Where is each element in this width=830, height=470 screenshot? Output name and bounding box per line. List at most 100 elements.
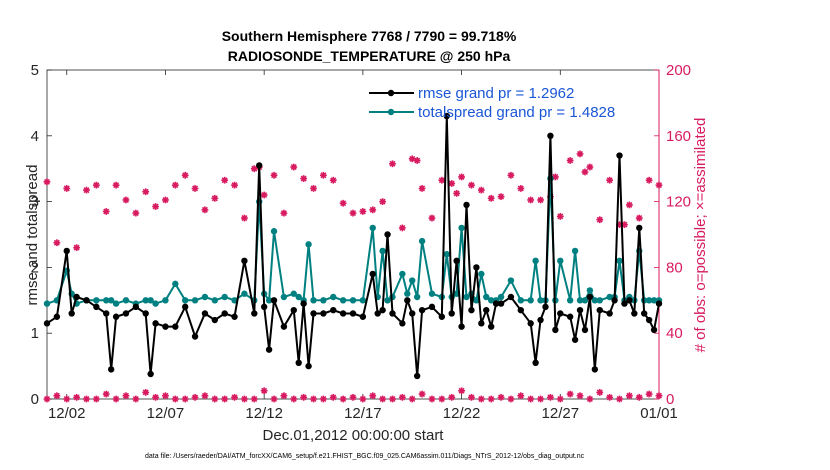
obs-possible-point [379,198,387,205]
rmse-point [517,306,525,314]
totalspread-point [369,224,376,232]
obs-possible-point [438,176,446,184]
totalspread-point [359,297,367,304]
obs-possible-point [453,189,461,197]
obs-possible-point [635,214,643,222]
y-right-tick-label: 0 [666,391,674,408]
rmse-point [636,224,643,232]
obs-possible-point [581,168,589,176]
obs-possible-point [300,175,308,182]
obs-assimilated-point [339,395,347,403]
rmse-point [473,264,480,271]
totalspread-point [280,293,288,301]
rmse-point [487,323,495,330]
rmse-point [616,152,623,159]
y-right-tick-label: 120 [666,194,691,211]
rmse-point [566,313,574,320]
obs-possible-point [487,194,495,202]
obs-possible-point [586,163,594,171]
obs-assimilated-point [359,395,367,403]
rmse-point [384,231,391,238]
obs-possible-point [655,181,663,189]
totalspread-point [181,297,189,304]
obs-possible-point [329,176,337,184]
obs-possible-point [73,244,81,252]
totalspread-point [162,297,169,304]
rmse-point [404,297,411,304]
x-tick-label: 01/01 [640,405,678,422]
rmse-point [231,313,238,320]
rmse-point [112,313,120,320]
totalspread-point [483,293,490,301]
totalspread-point [399,270,406,278]
rmse-point [211,316,219,324]
totalspread-point [211,297,219,304]
obs-assimilated-point [53,392,61,400]
obs-possible-point [369,206,377,214]
obs-assimilated-point [181,395,189,403]
chart-title: Southern Hemisphere 7768 / 7790 = 99.718… [222,28,517,44]
totalspread-point [606,293,613,301]
obs-possible-point [625,201,633,209]
rmse-point [413,372,421,380]
totalspread-point [330,293,337,301]
rmse-point [409,310,416,317]
x-tick-label: 12/27 [542,405,580,422]
obs-assimilated-point [92,395,100,403]
obs-assimilated-point [142,389,150,396]
rmse-point [507,293,515,301]
obs-possible-point [122,196,130,204]
totalspread-point [428,290,436,297]
rmse-point [132,303,140,311]
rmse-point [93,303,100,311]
obs-possible-point [260,191,268,199]
rmse-point [547,132,554,139]
totalspread-point [265,297,273,304]
rmse-point [478,320,485,327]
obs-possible-point [132,209,140,217]
totalspread-point [241,290,248,297]
totalspread-point [532,257,539,265]
obs-assimilated-point [448,393,456,401]
rmse-point [655,300,663,307]
obs-assimilated-point [171,395,179,403]
obs-possible-point [551,173,559,181]
totalspread-point [487,297,495,304]
totalspread-point [191,297,199,304]
rmse-point [379,306,386,314]
totalspread-point [586,287,594,294]
totalspread-point [650,297,658,304]
rmse-point [542,303,549,311]
obs-assimilated-point [497,393,505,401]
totalspread-point [557,257,564,265]
totalspread-point [413,293,421,301]
rmse-point [527,320,534,327]
rmse-point [181,303,189,311]
obs-possible-point [171,181,179,189]
obs-assimilated-point [477,395,485,403]
rmse-point [443,112,450,120]
totalspread-point [295,293,302,301]
rmse-point [265,346,273,353]
obs-possible-point [468,181,475,189]
totalspread-point [473,297,480,304]
obs-assimilated-point [260,387,268,395]
totalspread-point [576,297,584,304]
obs-assimilated-point [389,395,396,403]
obs-possible-point [231,181,238,189]
legend: rmse grand pr = 1.2962 totalspread grand… [369,85,615,121]
rmse-point [640,310,648,317]
obs-assimilated-point [369,392,377,400]
obs-assimilated-point [211,395,219,403]
x-tick-label: 12/22 [443,405,481,422]
totalspread-point [458,224,465,232]
obs-possible-point [418,185,426,192]
totalspread-point [409,277,416,284]
rmse-point [463,201,470,209]
rmse-point [557,310,564,317]
obs-assimilated-point [458,387,465,395]
totalspread-point [591,297,599,304]
obs-assimilated-point [379,395,387,403]
totalspread-point [517,297,525,304]
